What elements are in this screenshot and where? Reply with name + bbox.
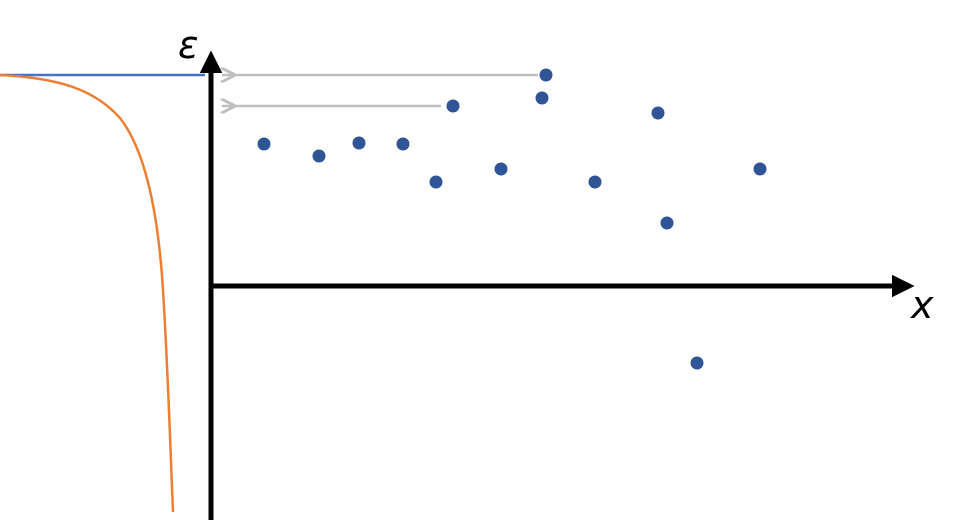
- data-points-group: [257, 68, 767, 370]
- data-point: [753, 162, 767, 176]
- data-point: [446, 99, 460, 113]
- data-point: [588, 175, 602, 189]
- data-point: [535, 91, 549, 105]
- data-point: [396, 137, 410, 151]
- data-point: [429, 175, 443, 189]
- data-point: [257, 137, 271, 151]
- potential-curve: [0, 73, 175, 513]
- data-point: [494, 162, 508, 176]
- x-axis-label: x: [910, 283, 934, 327]
- data-point: [690, 356, 704, 370]
- data-point: [352, 136, 366, 150]
- data-point: [660, 216, 674, 230]
- data-point: [312, 149, 326, 163]
- y-axis-label: ε: [178, 23, 199, 67]
- data-point: [539, 68, 553, 82]
- data-point: [651, 106, 665, 120]
